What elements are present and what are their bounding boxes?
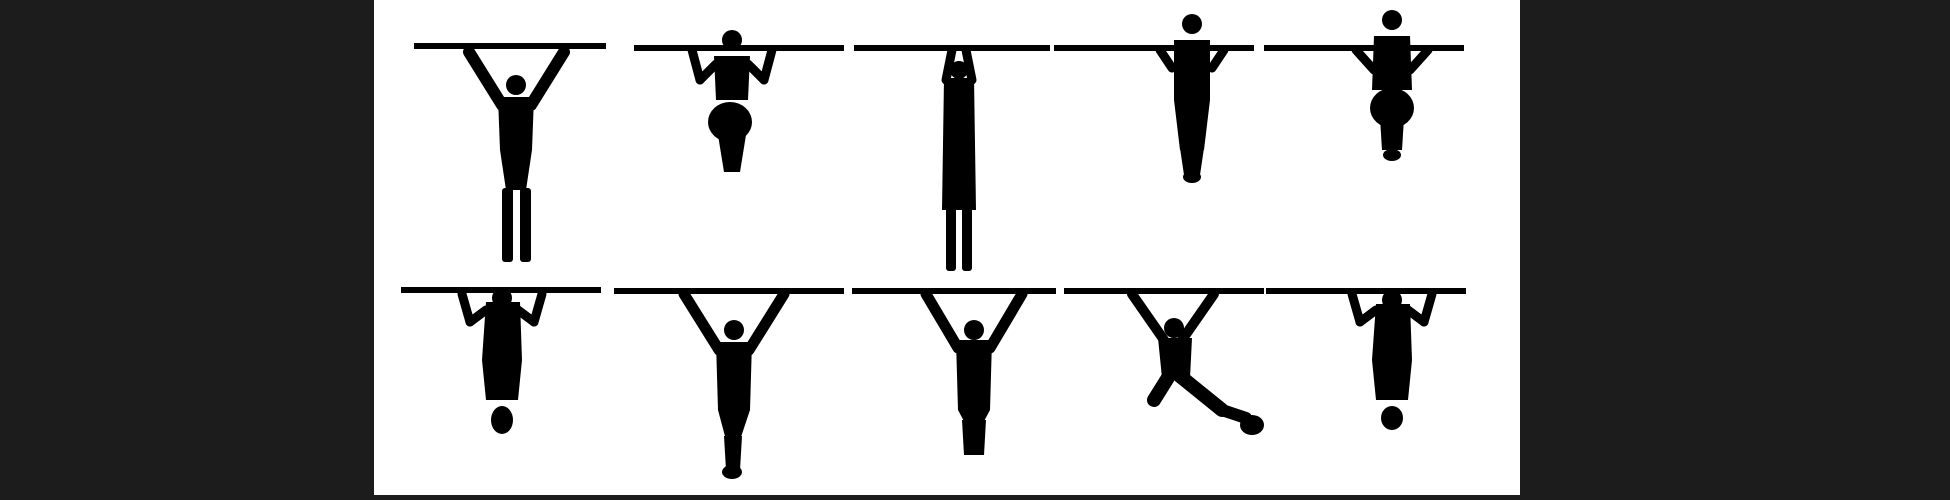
bar-row2-seg4 xyxy=(1064,288,1264,294)
bar-row1-seg1 xyxy=(414,43,606,49)
pull-up-illustration xyxy=(374,0,1520,495)
figure-r2-1 xyxy=(457,288,547,434)
figure-r2-5 xyxy=(1347,289,1437,430)
figure-r1-2 xyxy=(687,30,777,172)
figure-r2-2 xyxy=(678,288,790,479)
figure-r2-3 xyxy=(920,288,1028,455)
figure-r2-4 xyxy=(1127,289,1264,435)
figure-r1-5 xyxy=(1351,10,1433,161)
figure-r1-1 xyxy=(463,46,570,262)
bar-row2-seg2 xyxy=(614,288,844,294)
figure-r1-4 xyxy=(1155,14,1229,183)
figure-r1-3 xyxy=(941,45,977,271)
bar-row1-seg2 xyxy=(634,45,844,51)
bar-row2-seg3 xyxy=(852,288,1056,294)
bar-row1-seg4 xyxy=(1054,45,1254,51)
bar-row1-seg5 xyxy=(1264,45,1464,51)
bar-row2-seg5 xyxy=(1266,288,1466,294)
silhouette-canvas xyxy=(401,10,1466,479)
